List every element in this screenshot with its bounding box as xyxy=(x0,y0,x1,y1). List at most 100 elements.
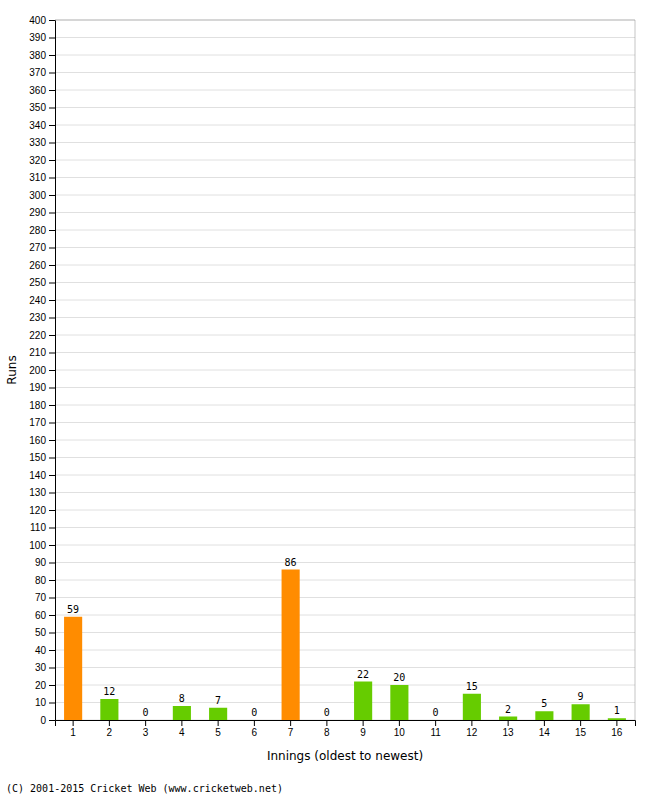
x-tick-label: 12 xyxy=(466,727,478,738)
x-tick-mark xyxy=(580,720,581,726)
bar xyxy=(572,704,590,720)
y-tick-label: 380 xyxy=(29,50,46,61)
grid-line xyxy=(55,282,635,283)
y-tick-label: 270 xyxy=(29,242,46,253)
grid-line xyxy=(55,142,635,143)
y-tick-label: 60 xyxy=(35,610,47,621)
x-tick-label: 4 xyxy=(179,727,185,738)
y-tick: 190 xyxy=(29,382,55,393)
y-tick: 110 xyxy=(30,522,55,533)
y-tick-label: 160 xyxy=(29,435,46,446)
y-tick: 270 xyxy=(29,242,55,253)
x-tick-label: 3 xyxy=(143,727,149,738)
x-tick: 12 xyxy=(466,720,478,738)
y-tick-label: 110 xyxy=(30,522,46,533)
grid-line xyxy=(55,55,635,56)
y-tick: 100 xyxy=(29,540,55,551)
y-tick-label: 120 xyxy=(29,505,46,516)
y-tick-mark xyxy=(49,90,55,91)
data-label: 8 xyxy=(179,693,185,704)
grid-line xyxy=(55,545,635,546)
y-tick-label: 250 xyxy=(29,277,46,288)
x-tick: 2 xyxy=(107,720,113,738)
plot: 5912087086022200152591010203040506070809… xyxy=(29,15,635,738)
y-axis-line xyxy=(49,21,56,721)
y-tick-mark xyxy=(49,668,55,669)
y-tick-label: 320 xyxy=(29,155,46,166)
y-tick-label: 170 xyxy=(29,417,46,428)
y-tick-mark xyxy=(49,38,55,39)
y-tick-mark xyxy=(49,353,55,354)
x-tick: 14 xyxy=(539,720,551,738)
y-tick-label: 370 xyxy=(29,67,46,78)
y-tick-mark xyxy=(49,335,55,336)
grid-line xyxy=(55,370,635,371)
data-labels: 5912087086022200152591 xyxy=(67,557,620,719)
y-tick: 240 xyxy=(29,295,55,306)
y-tick-mark xyxy=(49,178,55,179)
grid-line xyxy=(55,510,635,511)
y-tick-label: 0 xyxy=(40,715,46,726)
y-tick-mark xyxy=(49,55,55,56)
grid-line xyxy=(55,160,635,161)
y-tick-label: 350 xyxy=(29,102,46,113)
x-tick: 10 xyxy=(394,720,406,738)
y-tick-mark xyxy=(49,73,55,74)
y-tick-mark xyxy=(49,423,55,424)
grid-line xyxy=(55,457,635,458)
y-tick: 340 xyxy=(29,120,55,131)
y-tick-mark xyxy=(49,248,55,249)
bar xyxy=(499,717,517,721)
y-tick-label: 400 xyxy=(29,15,46,26)
data-label: 12 xyxy=(103,686,115,697)
grid-line xyxy=(55,632,635,633)
y-tick-mark xyxy=(49,510,55,511)
x-tick-mark xyxy=(218,720,219,726)
y-tick: 20 xyxy=(35,680,55,691)
y-tick-label: 10 xyxy=(35,697,47,708)
y-tick: 80 xyxy=(35,575,55,586)
grid-line xyxy=(55,667,635,668)
y-tick: 400 xyxy=(29,15,55,26)
x-tick: 9 xyxy=(360,720,366,738)
y-tick-mark xyxy=(49,650,55,651)
x-tick-mark xyxy=(181,720,182,726)
y-tick-mark xyxy=(49,563,55,564)
y-tick: 380 xyxy=(29,50,55,61)
y-tick-label: 20 xyxy=(35,680,47,691)
y-tick-label: 330 xyxy=(29,137,46,148)
grid xyxy=(55,20,635,720)
bar xyxy=(354,682,372,721)
y-tick-mark xyxy=(49,475,55,476)
x-tick-label: 6 xyxy=(252,727,258,738)
bar xyxy=(209,708,227,720)
grid-line xyxy=(55,20,635,21)
y-tick-mark xyxy=(49,20,55,21)
x-axis-title: Innings (oldest to newest) xyxy=(267,749,423,763)
y-tick: 0 xyxy=(40,715,55,726)
y-tick: 60 xyxy=(35,610,55,621)
y-tick-mark xyxy=(49,143,55,144)
grid-line xyxy=(55,230,635,231)
y-tick-mark xyxy=(49,265,55,266)
x-tick-label: 7 xyxy=(288,727,294,738)
x-tick-label: 2 xyxy=(107,727,113,738)
y-tick-label: 70 xyxy=(35,592,47,603)
y-tick: 70 xyxy=(35,592,55,603)
grid-line xyxy=(55,300,635,301)
y-tick-label: 30 xyxy=(35,662,47,673)
y-tick: 280 xyxy=(29,225,55,236)
y-tick-mark xyxy=(49,703,55,704)
y-tick: 30 xyxy=(35,662,55,673)
y-axis: 0102030405060708090100110120130140150160… xyxy=(29,15,55,726)
data-label: 0 xyxy=(324,707,330,718)
y-tick-mark xyxy=(49,440,55,441)
y-tick-label: 230 xyxy=(29,312,46,323)
x-tick-mark xyxy=(616,720,617,726)
y-tick-label: 290 xyxy=(29,207,46,218)
y-tick: 130 xyxy=(29,487,55,498)
y-tick-label: 200 xyxy=(29,365,46,376)
y-tick: 250 xyxy=(29,277,55,288)
y-tick: 210 xyxy=(29,347,55,358)
grid-line xyxy=(55,177,635,178)
